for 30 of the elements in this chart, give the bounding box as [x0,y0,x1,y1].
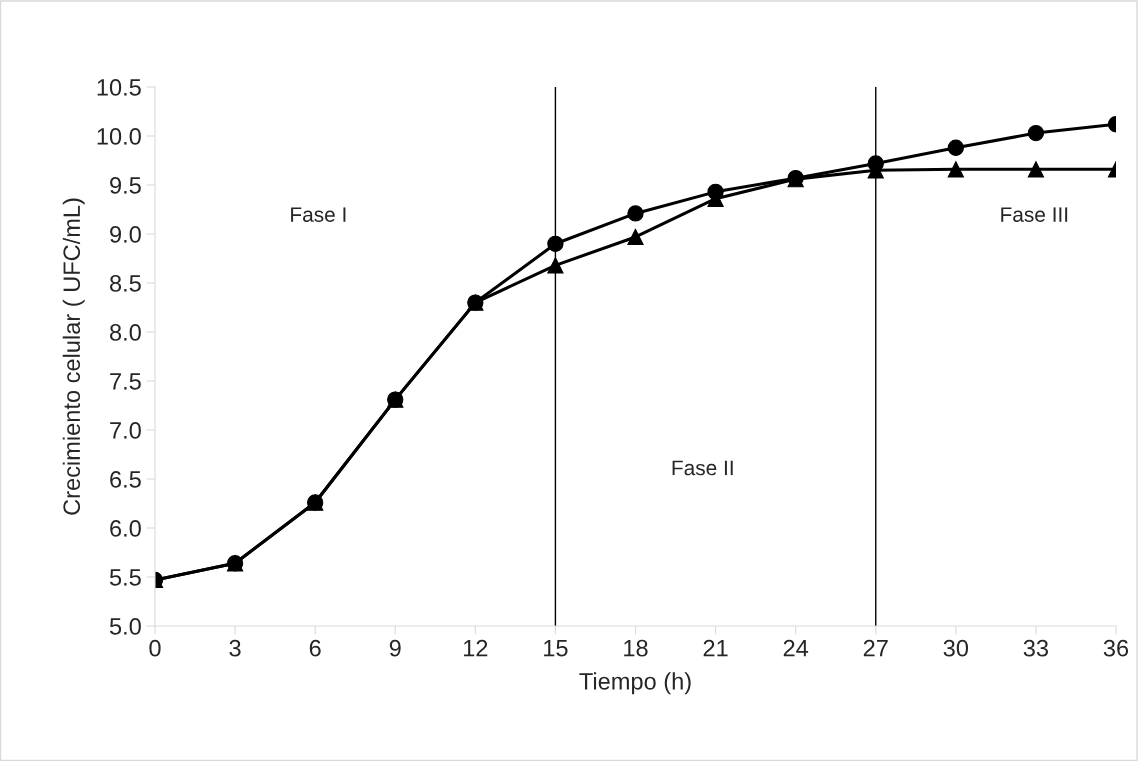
y-tick-label: 6.5 [110,471,141,488]
y-tick-label: 8.5 [110,275,141,292]
x-tick-label: 12 [464,639,488,657]
y-tick-label: 5.0 [109,618,141,635]
x-tick-label: 30 [943,639,969,657]
y-tick-label: 10.0 [97,128,141,145]
y-tick-label: 7.5 [110,373,141,390]
x-tick-label: 27 [863,639,888,657]
y-tick-label: 5.5 [109,569,141,586]
x-tick-label: 36 [1103,639,1129,657]
x-axis-title: Tiempo (h) [579,672,691,695]
x-tick-label: 33 [1023,639,1049,657]
y-axis-title: Crecimiento celular ( UFC/mL) [62,198,85,515]
x-tick-label: 21 [703,639,728,657]
x-tick-label: 3 [229,639,241,657]
x-tick-label: 15 [544,640,568,657]
y-tick-label: 10.5 [97,79,141,96]
y-tick-label: 9.0 [110,226,141,243]
x-tick-label: 0 [149,639,161,657]
x-tick-label: 9 [389,639,401,657]
annotation: Fase I [291,207,346,222]
y-tick-label: 7.0 [110,422,141,439]
annotation: Fase II [672,460,733,476]
x-tick-label: 18 [624,639,648,657]
y-tick-label: 8.0 [110,324,141,341]
y-tick-label: 6.0 [110,520,141,537]
y-tick-label: 9.5 [110,177,141,194]
x-tick-label: 24 [783,639,809,657]
annotation: Fase III [1001,207,1068,222]
x-tick-label: 6 [309,639,321,657]
